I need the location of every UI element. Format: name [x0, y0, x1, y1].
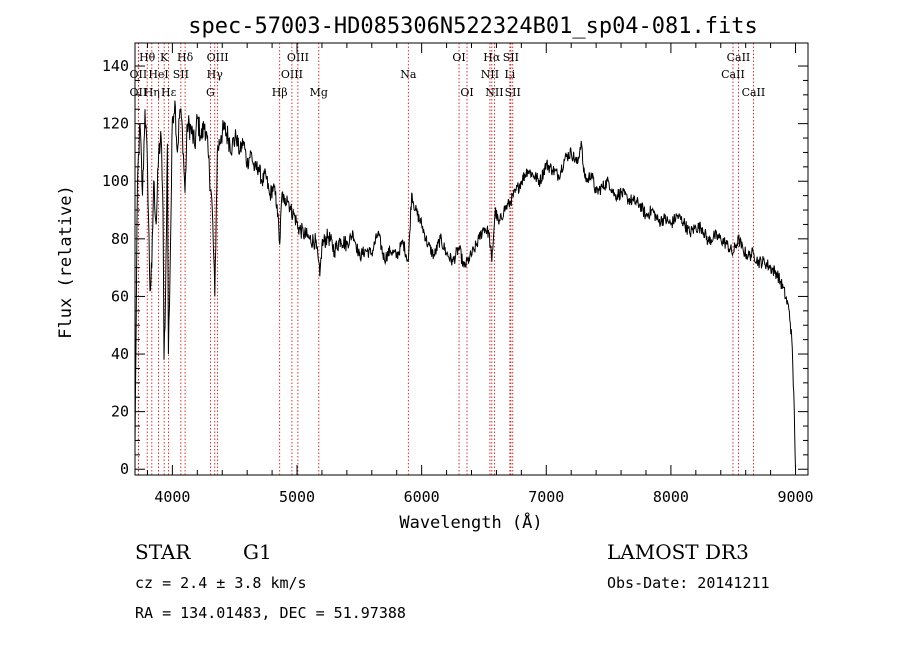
y-tick-label: 100 [102, 172, 129, 190]
spectral-line-label: SII [173, 68, 189, 81]
spectral-line-label: NII [481, 68, 499, 81]
spectral-line-label: CaII [721, 68, 745, 81]
object-subclass: G1 [243, 540, 272, 564]
spectral-line-label: Hα [483, 51, 501, 64]
x-tick-label: 7000 [528, 488, 564, 506]
y-tick-label: 80 [111, 230, 129, 248]
x-axis-label: Wavelength (Å) [399, 511, 542, 533]
spectral-line-label: Hε [161, 86, 177, 99]
survey-name: LAMOST DR3 [607, 540, 749, 564]
x-tick-label: 6000 [404, 488, 440, 506]
y-tick-label: 60 [111, 287, 129, 305]
spectral-line-label: Hγ [207, 68, 224, 81]
x-tick-labels: 4000 5000 6000 7000 8000 9000 [154, 488, 813, 506]
spectral-line-label: Hβ [272, 86, 288, 99]
spectral-line-label: SII [503, 51, 519, 64]
y-tick-label: 20 [111, 403, 129, 421]
spectral-line-label: Hη [144, 86, 160, 99]
spectral-line-label: K [160, 51, 169, 64]
object-class: STAR [135, 540, 191, 564]
x-tick-label: 8000 [653, 488, 689, 506]
x-tick-label: 9000 [777, 488, 813, 506]
spectral-line-label: OIII [207, 51, 229, 64]
spectral-line-label: Hδ [177, 51, 194, 64]
y-tick-label: 140 [102, 57, 129, 75]
chart-title: spec-57003-HD085306N522324B01_sp04-081.f… [188, 14, 758, 39]
spectral-line-label: Na [400, 68, 417, 81]
spectral-line-label: NII [485, 86, 503, 99]
y-tick-labels: 0 20 40 60 80 100 120 140 [102, 57, 129, 478]
coordinates: RA = 134.01483, DEC = 51.97388 [135, 604, 406, 622]
spectral-line-label: OIII [287, 51, 309, 64]
y-axis-label: Flux (relative) [56, 185, 76, 339]
spectral-line-label: Mg [310, 86, 328, 99]
y-tick-label: 0 [120, 460, 129, 478]
spectral-line-label: Li [504, 68, 515, 81]
x-tick-label: 4000 [154, 488, 190, 506]
y-tick-label: 40 [111, 345, 129, 363]
axis-ticks [135, 43, 808, 475]
spectral-line-label: OII [130, 68, 148, 81]
spectral-line-label: OII [130, 86, 148, 99]
spectral-line-label: SII [505, 86, 521, 99]
x-tick-label: 5000 [279, 488, 315, 506]
plot-frame [134, 42, 809, 476]
spectral-line-label: OIII [281, 68, 303, 81]
spectral-line-label: HeI [148, 68, 168, 81]
spectrum-series-line [134, 100, 796, 470]
spectral-line-label: OI [460, 86, 473, 99]
spectral-line-label: OI [452, 51, 465, 64]
observation-date: Obs-Date: 20141211 [607, 574, 770, 592]
spectral-line-label: G [206, 86, 215, 99]
spectral-line-label: CaII [742, 86, 766, 99]
spectral-line-label: CaII [727, 51, 751, 64]
spectral-line-markers [137, 43, 754, 475]
y-tick-label: 120 [102, 115, 129, 133]
spectral-line-label: Hθ [139, 51, 156, 64]
redshift-cz: cz = 2.4 ± 3.8 km/s [135, 574, 307, 592]
